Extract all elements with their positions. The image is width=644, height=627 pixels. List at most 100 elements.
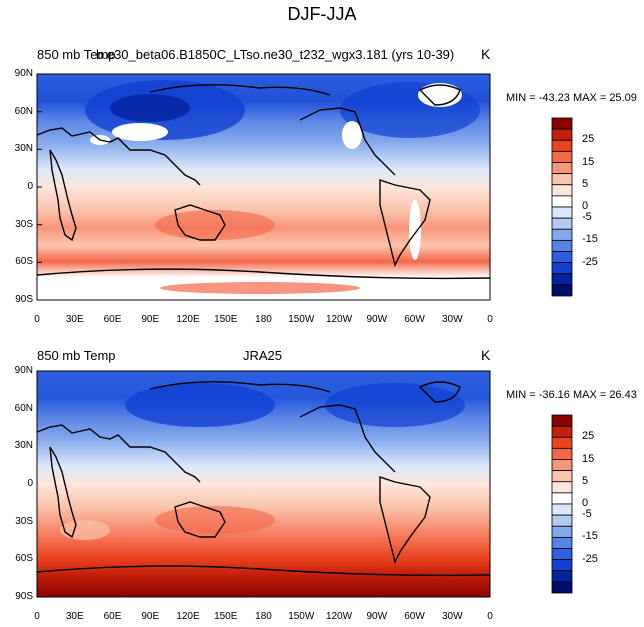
lon-label: 60E — [103, 611, 122, 622]
colorbar-swatch — [551, 470, 573, 483]
panel2-units: K — [481, 347, 491, 363]
lat-label: 90S — [15, 591, 33, 602]
colorbar-swatch — [551, 570, 573, 583]
panel1-units: K — [481, 46, 491, 62]
lat-label: 0 — [27, 478, 33, 489]
colorbar-label: 0 — [582, 200, 589, 212]
colorbar-swatch — [551, 195, 573, 208]
colorbar-swatch — [551, 173, 573, 186]
lat-label: 30S — [15, 218, 33, 230]
lon-label: 150W — [288, 314, 315, 325]
lon-label: 120E — [176, 611, 200, 622]
lat-label: 30N — [14, 440, 33, 452]
colorbar-swatch — [551, 206, 573, 219]
lon-label: 120W — [325, 314, 353, 325]
panel2-center-title: JRA25 — [243, 348, 283, 363]
colorbar-swatch — [551, 217, 573, 230]
lon-label: 60W — [404, 314, 425, 325]
figure-title: DJF-JJA — [287, 4, 357, 24]
colorbar-swatch — [551, 139, 573, 152]
lon-label: 0 — [487, 611, 493, 622]
colorbar-label: 15 — [582, 155, 595, 168]
lat-label: 0 — [27, 181, 33, 192]
lon-label: 90E — [141, 611, 160, 622]
colorbar-label: 15 — [582, 452, 595, 465]
panel2-coastlines — [37, 381, 490, 577]
colorbar-swatch — [551, 548, 573, 561]
panel1-center-title: b.e30_beta06.B1850C_LTso.ne30_t232_wgx3.… — [96, 47, 455, 62]
lon-label: 30W — [441, 611, 463, 622]
colorbar-swatch — [551, 503, 573, 516]
colorbar-label: -25 — [582, 552, 598, 565]
colorbar-label: 5 — [582, 474, 589, 487]
panel1-stats: MIN = -43.23 MAX = 25.09 — [506, 92, 637, 104]
colorbar-swatch — [551, 525, 573, 538]
panel2-stats: MIN = -36.16 MAX = 26.43 — [506, 389, 637, 401]
lon-label: 30E — [65, 314, 84, 325]
colorbar-swatch — [551, 273, 573, 286]
colorbar-swatch — [551, 581, 573, 594]
colorbar-swatch — [551, 536, 573, 549]
panel1-coastlines — [37, 84, 490, 280]
colorbar-swatch — [551, 150, 573, 163]
colorbar-label: 25 — [582, 430, 595, 443]
colorbar-swatch — [551, 284, 573, 297]
colorbar-swatch — [551, 447, 573, 460]
lon-label: 150E — [214, 314, 238, 325]
panel2-map — [37, 371, 490, 597]
lon-label: 150W — [288, 611, 315, 622]
colorbar-swatch — [551, 514, 573, 527]
lat-label: 60S — [15, 256, 33, 268]
lon-label: 90W — [366, 611, 388, 622]
lon-label: 90E — [141, 314, 160, 325]
lat-label: 60S — [15, 553, 33, 565]
colorbar-label: 25 — [582, 133, 595, 146]
lat-label: 90S — [15, 294, 33, 305]
colorbar-swatch — [551, 239, 573, 252]
colorbar-swatch — [551, 184, 573, 197]
panel1-left-title: 850 mb Temp — [37, 47, 116, 62]
panel1-ticks — [37, 73, 42, 301]
colorbar-label: -15 — [582, 233, 598, 246]
colorbar-swatch — [551, 117, 573, 130]
lon-label: 90W — [366, 314, 388, 325]
colorbar-swatch — [551, 262, 573, 275]
colorbar-label: -5 — [582, 211, 592, 224]
lon-label: 0 — [487, 314, 493, 325]
colorbar-swatch — [551, 481, 573, 494]
lat-label: 90N — [14, 68, 33, 79]
colorbar-label: 0 — [582, 497, 589, 509]
colorbar-swatch — [551, 492, 573, 505]
lat-label: 60N — [14, 402, 33, 414]
colorbar-swatch — [551, 251, 573, 264]
colorbar-swatch — [551, 128, 573, 141]
lon-label: 120W — [325, 611, 353, 622]
lat-label: 90N — [14, 365, 33, 376]
colorbar-swatch — [551, 162, 573, 175]
colorbar-label: -25 — [582, 255, 598, 268]
colorbar-2 — [551, 414, 573, 594]
lon-label: 150E — [214, 611, 238, 622]
lon-label: 120E — [176, 314, 200, 325]
panel1-map — [37, 74, 490, 300]
colorbar-label: -15 — [582, 530, 598, 543]
lon-label: 0 — [34, 611, 40, 622]
lon-label: 0 — [34, 314, 40, 325]
lon-label: 180 — [255, 611, 272, 622]
lat-label: 30S — [15, 515, 33, 527]
colorbar-swatch — [551, 459, 573, 472]
lon-label: 60W — [404, 611, 425, 622]
lon-label: 30E — [65, 611, 84, 622]
colorbar-label: 5 — [582, 177, 589, 190]
lon-label: 60E — [103, 314, 122, 325]
colorbar-label: -5 — [582, 508, 592, 521]
lon-label: 180 — [255, 314, 272, 325]
panel2-left-title: 850 mb Temp — [37, 348, 116, 363]
lon-label: 30W — [441, 314, 463, 325]
colorbar-swatch — [551, 414, 573, 427]
colorbar-1 — [551, 117, 573, 297]
colorbar-swatch — [551, 559, 573, 572]
lat-label: 30N — [14, 143, 33, 155]
colorbar-swatch — [551, 436, 573, 449]
